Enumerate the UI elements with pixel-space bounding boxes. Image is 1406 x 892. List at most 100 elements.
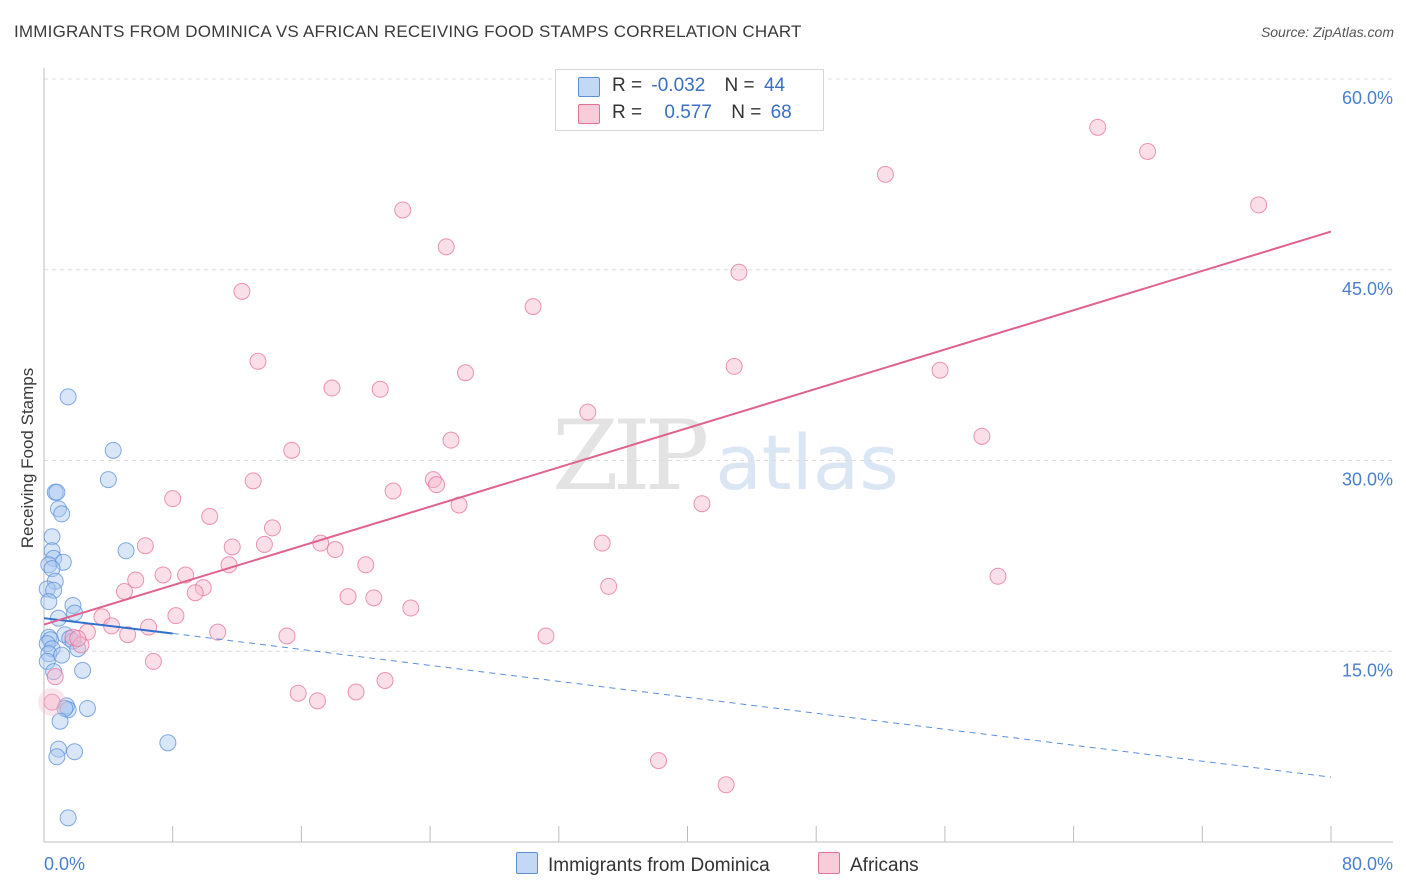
africans-point	[424, 471, 442, 489]
dominica-point	[53, 646, 71, 664]
legend-swatch-africans	[578, 104, 600, 124]
africans-point	[693, 495, 711, 513]
series-swatch-africans	[818, 852, 840, 874]
series-label-africans: Africans	[850, 855, 919, 876]
africans-point	[931, 361, 949, 379]
africans-point	[326, 541, 344, 559]
africans-point	[402, 599, 420, 617]
africans-point	[365, 589, 383, 607]
africans-point	[339, 588, 357, 606]
y-tick-label: 60.0%	[1342, 88, 1393, 108]
legend-n-label: N =	[724, 75, 755, 96]
africans-point	[283, 441, 301, 459]
africans-point	[119, 626, 137, 644]
series-swatch-dominica	[516, 852, 538, 874]
label-layer: 15.0% 30.0% 45.0% 60.0% 0.0% 80.0% Receiving F…	[18, 88, 1393, 874]
y-tick-label: 45.0%	[1342, 279, 1393, 299]
africans-point	[524, 298, 542, 316]
x-tick-label: 80.0%	[1342, 854, 1393, 874]
dominica-point	[74, 661, 92, 679]
africans-point	[127, 571, 145, 589]
dominica-point	[38, 652, 56, 670]
series-legend-dominica[interactable]: Immigrants from Dominica	[516, 852, 770, 877]
dominica-point	[59, 388, 77, 406]
africans-point	[186, 584, 204, 602]
watermark-atlas: atlas	[715, 418, 899, 507]
africans-point	[725, 357, 743, 375]
africans-point	[115, 582, 133, 600]
africans-point	[177, 566, 195, 584]
africans-point	[717, 776, 735, 794]
africans-point	[394, 201, 412, 219]
africans-point	[650, 752, 668, 770]
dominica-point	[78, 699, 96, 717]
africans-point	[194, 579, 212, 597]
chart-title: IMMIGRANTS FROM DOMINICA VS AFRICAN RECE…	[14, 22, 802, 41]
correlation-legend: R = -0.032 N = 44 R = 0.577 N = 68	[555, 69, 824, 131]
africans-point	[456, 364, 474, 382]
africans-point	[973, 427, 991, 445]
africans-point	[308, 692, 326, 710]
africans-point	[376, 671, 394, 689]
legend-r-label: R =	[612, 102, 643, 123]
africans-point	[164, 490, 182, 508]
africans-point	[140, 618, 158, 636]
africans-point	[43, 693, 61, 711]
africans-point	[223, 538, 241, 556]
africans-point	[154, 566, 172, 584]
dominica-point	[45, 581, 63, 599]
africans-point	[209, 623, 227, 641]
africans-point	[289, 684, 307, 702]
x-tick-label: 0.0%	[44, 854, 85, 874]
legend-r-label: R =	[612, 75, 643, 96]
africans-point	[144, 652, 162, 670]
axis-layer	[43, 68, 1393, 843]
africans-point	[347, 683, 365, 701]
africans-point	[233, 282, 251, 300]
legend-r-value: -0.032	[651, 75, 706, 96]
dominica-point	[59, 809, 77, 827]
dominica-point	[43, 528, 61, 546]
africans-point	[244, 472, 262, 490]
dominica-point	[159, 734, 177, 752]
africans-point	[371, 380, 389, 398]
africans-point	[537, 627, 555, 645]
africans-point	[38, 688, 67, 717]
y-tick-label: 30.0%	[1342, 470, 1393, 490]
africans-point	[730, 263, 748, 281]
africans-point	[357, 556, 375, 574]
africans-point	[876, 165, 894, 183]
y-axis-title: Receiving Food Stamps	[18, 368, 37, 548]
dominica-point	[66, 743, 84, 761]
africans-point	[1250, 196, 1268, 214]
africans-point	[593, 534, 611, 552]
y-tick-label: 15.0%	[1342, 660, 1393, 680]
africans-point	[46, 668, 64, 686]
africans-point	[1139, 142, 1157, 160]
africans-point	[201, 507, 219, 525]
legend-r-value: 0.577	[664, 102, 712, 123]
watermark-zip: ZIP	[552, 400, 709, 512]
source-label: Source: ZipAtlas.com	[1260, 24, 1394, 40]
africans-point	[136, 537, 154, 555]
africans-point	[69, 630, 87, 648]
dominica-point	[40, 593, 58, 611]
dominica-point	[43, 560, 61, 578]
dominica-point	[117, 542, 135, 560]
africans-point	[263, 519, 281, 537]
dominica-point	[51, 712, 69, 730]
legend-swatch-dominica	[578, 77, 600, 97]
series-legend-africans[interactable]: Africans	[818, 852, 919, 877]
dominica-point	[43, 640, 61, 658]
africans-point	[600, 577, 618, 595]
africans-trend-line	[43, 230, 1332, 626]
africans-point	[437, 238, 455, 256]
africans-point	[989, 567, 1007, 585]
dominica-point	[99, 471, 117, 489]
dominica-point	[48, 483, 66, 501]
africans-point	[249, 352, 267, 370]
trend-layer	[43, 230, 1332, 778]
watermark: ZIP atlas	[552, 400, 899, 512]
legend-n-value: 44	[763, 75, 786, 96]
